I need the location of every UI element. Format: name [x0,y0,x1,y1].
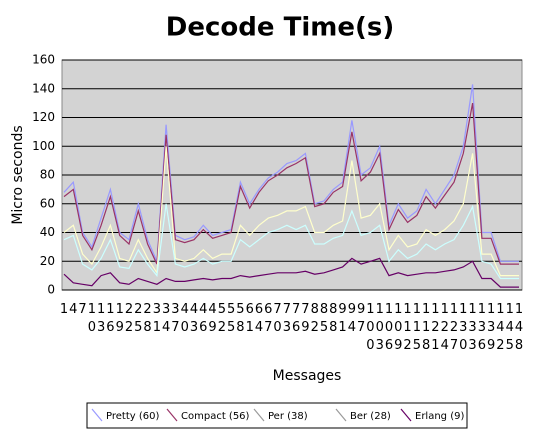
y-tick-label: 100 [32,139,55,153]
x-tick-label: 4 [69,302,77,317]
series-line [63,257,519,288]
y-tick-label: 160 [32,53,55,67]
legend-label: Pretty (60) [106,411,159,422]
legend-label: Compact (56) [181,411,250,422]
legend-swatch [335,408,347,422]
legend-label: Per (38) [268,411,308,422]
legend-label: Ber (28) [350,411,391,422]
y-tick-label: 0 [47,283,55,297]
legend-label: Erlang (9) [415,411,464,422]
series-line [63,102,519,265]
y-tick-label: 60 [40,196,55,210]
y-tick-label: 140 [32,81,55,95]
legend-swatch [166,408,178,422]
series-line [63,203,519,280]
y-axis-label: Micro seconds [10,125,26,224]
x-tick-label: 1 [60,302,68,317]
y-tick-label: 40 [40,225,55,239]
x-axis-label: Messages [273,368,342,384]
y-tick-label: 20 [40,254,55,268]
legend [86,402,468,429]
series-line [63,84,519,262]
y-tick-label: 80 [40,168,55,182]
legend-swatch [91,408,103,422]
series-line [63,146,519,277]
x-tick-label: 7 [78,302,86,317]
legend-swatch [253,408,265,422]
legend-swatch [400,408,412,422]
y-tick-label: 120 [32,110,55,124]
chart-title: Decode Time(s) [166,13,394,43]
